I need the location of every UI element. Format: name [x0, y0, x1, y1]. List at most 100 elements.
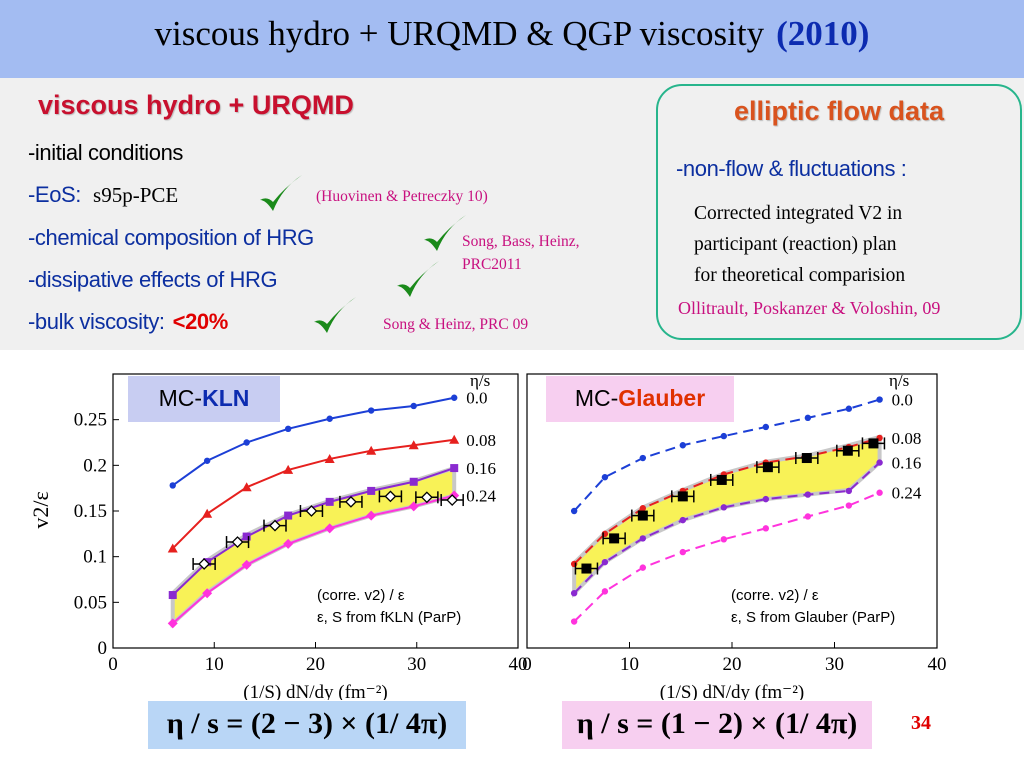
series-point: [804, 491, 812, 498]
legend-entry: ε, S from fKLN (ParP): [317, 609, 461, 626]
x-axis-label: (1/S) dN/dy (fm⁻²): [243, 682, 388, 700]
data-point: [305, 505, 318, 517]
series-point: [324, 453, 335, 463]
series-point: [876, 459, 883, 466]
series-point: [601, 588, 609, 595]
data-point: [384, 490, 397, 503]
data-point: [762, 462, 773, 473]
series-point: [720, 504, 727, 511]
slide-title: viscous hydro + URQMD & QGP viscosity (20…: [0, 14, 1024, 54]
item-dissipative-effects: -dissipative effects of HRG: [28, 267, 278, 292]
glauber-prefix: MC-: [574, 385, 619, 411]
y-tick-label: 0.1: [83, 547, 107, 568]
series-point: [324, 523, 335, 534]
series-point: [451, 394, 458, 401]
check-icon: [314, 297, 356, 333]
series-point: [601, 474, 609, 481]
x-axis-label: (1/S) dN/dy (fm⁻²): [660, 682, 805, 700]
series-point: [168, 591, 177, 600]
series-point: [366, 510, 377, 521]
y-tick-label: 0.05: [74, 592, 107, 613]
x-tick-label: 40: [928, 654, 947, 675]
legend-entry: (corre. v2) / ε: [731, 587, 819, 604]
series-line: [172, 396, 455, 487]
series-point: [283, 538, 294, 549]
series-point: [762, 423, 770, 431]
legend-title: η/s: [889, 371, 909, 390]
slide-title-text: viscous hydro + URQMD & QGP viscosity: [154, 14, 765, 53]
series-point: [202, 588, 213, 599]
series-point: [876, 489, 883, 496]
series-line: [172, 438, 455, 550]
data-point: [345, 495, 357, 508]
chem-reference-line2: PRC2011: [462, 256, 522, 273]
series-point: [169, 482, 176, 489]
data-point: [231, 536, 244, 548]
series-point: [570, 618, 578, 625]
item-eos: -EoS: s95p-PCE: [28, 182, 178, 208]
item-chemical-composition: -chemical composition of HRG: [28, 225, 314, 250]
elliptic-flow-box: elliptic flow data -non-flow & fluctuati…: [656, 84, 1022, 340]
series-point: [408, 501, 419, 512]
check-icon: [397, 261, 439, 297]
y-axis-label: v2/ε: [28, 491, 53, 528]
x-tick-label: 0: [108, 654, 118, 675]
x-tick-label: 10: [205, 654, 224, 675]
series-label: 0.08: [892, 429, 922, 448]
series-point: [283, 464, 294, 474]
x-tick-label: 20: [723, 654, 742, 675]
data-point: [446, 494, 459, 506]
y-tick-label: 0.15: [74, 501, 107, 522]
series-point: [570, 507, 578, 515]
series-point: [202, 508, 213, 518]
x-tick-label: 10: [620, 654, 639, 675]
chem-reference-line1: Song, Bass, Heinz,: [462, 233, 580, 250]
series-point: [679, 442, 686, 449]
eos-reference: (Huovinen & Petreczky 10): [316, 188, 488, 205]
data-point: [801, 453, 812, 464]
eos-label: -EoS:: [28, 182, 82, 207]
series-point: [326, 415, 333, 422]
flow-description: Corrected integrated V2 in participant (…: [694, 198, 905, 291]
bulk-reference: Song & Heinz, PRC 09: [383, 316, 529, 333]
series-point: [570, 590, 578, 597]
series-point: [804, 414, 812, 422]
x-tick-label: 20: [306, 654, 325, 675]
series-point: [845, 487, 853, 495]
series-point: [639, 535, 647, 542]
series-label: 0.24: [466, 486, 496, 505]
series-point: [243, 439, 250, 446]
data-point: [581, 563, 592, 574]
formula-glauber: η / s = (1 − 2) × (1/ 4π): [562, 701, 872, 749]
series-point: [408, 440, 419, 450]
y-tick-label: 0.25: [74, 410, 107, 431]
series-point: [570, 560, 578, 568]
series-point: [409, 477, 418, 486]
series-point: [203, 457, 211, 464]
series-point: [639, 454, 647, 462]
kln-prefix: MC-: [158, 385, 203, 411]
bulk-value: <20%: [172, 309, 229, 334]
bulk-label: -bulk viscosity:: [28, 309, 165, 334]
series-point: [762, 525, 770, 532]
flow-subheading: -non-flow & fluctuations :: [676, 156, 907, 181]
data-point: [198, 558, 211, 570]
series-point: [242, 532, 251, 541]
series-line: [573, 491, 880, 623]
series-line: [172, 494, 455, 625]
series-point: [762, 495, 770, 503]
x-tick-label: 0: [522, 654, 532, 675]
series-label: 0.16: [892, 454, 922, 473]
series-point: [167, 543, 178, 553]
kln-name: KLN: [202, 385, 250, 411]
mc-kln-label: MC-KLN: [128, 376, 280, 422]
y-tick-label: 0: [98, 638, 108, 659]
data-point: [842, 445, 853, 456]
series-point: [325, 497, 334, 506]
flow-text-line: participant (reaction) plan: [694, 234, 897, 255]
series-point: [284, 425, 292, 432]
data-point: [269, 519, 281, 532]
series-point: [679, 548, 686, 556]
flow-reference: Ollitrault, Poskanzer & Voloshin, 09: [678, 298, 941, 318]
series-label: 0.24: [892, 484, 922, 503]
